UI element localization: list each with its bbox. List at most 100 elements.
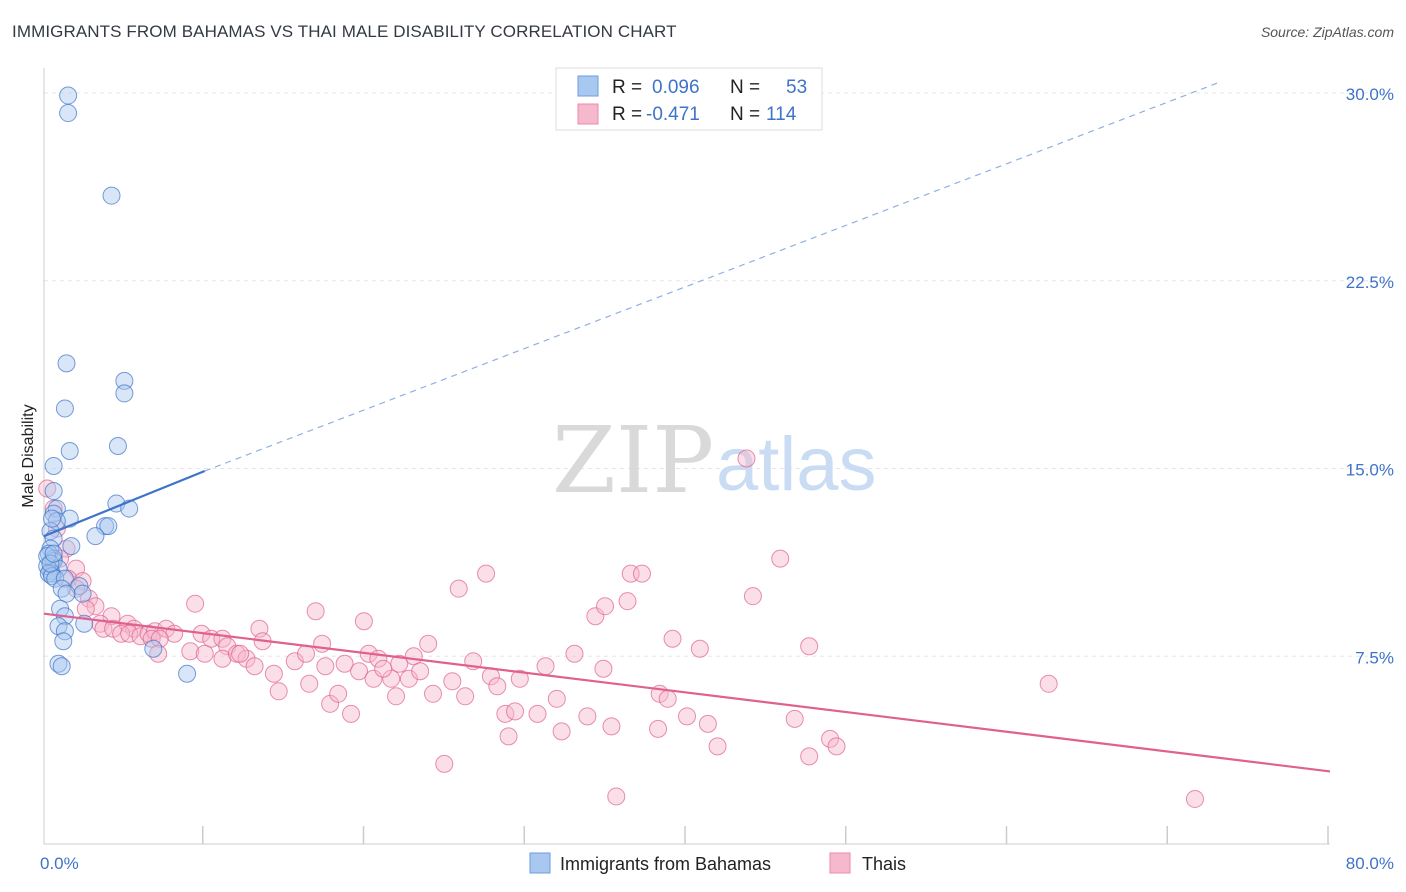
thais-point [181, 642, 200, 661]
thais-point [737, 449, 756, 468]
bahamas-point [52, 579, 71, 598]
thais-point [149, 644, 168, 663]
thais-point [443, 672, 462, 691]
thais-point [419, 634, 438, 653]
thais-point [387, 687, 406, 706]
thais-point [424, 684, 443, 703]
trend-lines [43, 82, 1331, 773]
thais-point [596, 597, 615, 616]
thais-point [618, 592, 637, 611]
thais-point [607, 787, 626, 806]
thais-point [477, 564, 496, 583]
thais-point [698, 714, 717, 733]
trend-line-thais [43, 612, 1331, 773]
watermark-zip: ZIP [552, 407, 714, 514]
thais-point [390, 654, 409, 673]
legend-swatch-thais [577, 103, 599, 125]
thais-point [342, 704, 361, 723]
bahamas-point [99, 517, 118, 536]
legend: R = 0.096 N = 53 R = -0.471 N = 114 [555, 67, 823, 131]
thais-point [269, 682, 288, 701]
bahamas-point [115, 371, 134, 390]
thais-point [399, 669, 418, 688]
thais-point [186, 594, 205, 613]
legend-swatch-bahamas [577, 75, 599, 97]
chart-title: IMMIGRANTS FROM BAHAMAS VS THAI MALE DIS… [12, 22, 677, 41]
thais-point [1185, 789, 1204, 808]
bottom-legend-swatch-thais [829, 852, 851, 874]
y-tick-label: 22.5% [1346, 273, 1394, 292]
bahamas-point [47, 512, 66, 531]
bottom-legend-swatch-bahamas [529, 852, 551, 874]
bahamas-point [52, 657, 71, 676]
bottom-legend-label-bahamas: Immigrants from Bahamas [560, 854, 771, 874]
bahamas-point [47, 499, 66, 518]
thais-point [708, 737, 727, 756]
legend-r-label-bahamas: R = [612, 77, 642, 98]
x-tick-label-max: 80.0% [1346, 854, 1394, 873]
thais-point [449, 579, 468, 598]
legend-n-value-thais: 114 [766, 104, 797, 125]
thais-point [821, 729, 840, 748]
thais-point [411, 662, 430, 681]
thais-point [510, 669, 529, 688]
x-axis-ticks [202, 826, 1329, 844]
bahamas-point [54, 632, 73, 651]
y-tick-label: 15.0% [1346, 461, 1394, 480]
thais-point [690, 639, 709, 658]
bahamas-point [108, 436, 127, 455]
bahamas-point [62, 537, 81, 556]
thais-point [285, 652, 304, 671]
trend-line-bahamas-extension [204, 82, 1218, 472]
y-tick-labels: 7.5% 15.0% 22.5% 30.0% [1346, 85, 1394, 667]
bahamas-point [59, 86, 78, 105]
thais-point [297, 644, 316, 663]
bahamas-point [49, 654, 68, 673]
thais-point [743, 587, 762, 606]
series-bahamas-points [38, 86, 197, 683]
series-thais-points [38, 449, 1204, 808]
bahamas-point [44, 482, 63, 501]
thais-point [316, 657, 335, 676]
thais-point [586, 607, 605, 626]
thais-point [505, 702, 524, 721]
y-tick-label: 30.0% [1346, 85, 1394, 104]
grid-lines [44, 92, 1394, 657]
thais-point [335, 654, 354, 673]
thais-point [306, 602, 325, 621]
bahamas-point [86, 527, 105, 546]
thais-point [76, 599, 95, 618]
thais-point [488, 677, 507, 696]
thais-point [150, 629, 169, 648]
legend-r-value-thais: -0.471 [646, 104, 700, 125]
x-tick-label-min: 0.0% [40, 854, 79, 873]
bahamas-point [41, 554, 60, 573]
legend-n-label-bahamas: N = [730, 77, 760, 98]
chart-source: Source: ZipAtlas.com [1260, 24, 1394, 40]
axes [43, 68, 1330, 845]
legend-n-label-thais: N = [730, 104, 760, 125]
bahamas-point [102, 186, 121, 205]
thais-point [350, 662, 369, 681]
thais-point [313, 634, 332, 653]
thais-point [771, 549, 790, 568]
thais-point [632, 564, 651, 583]
thais-point [1039, 674, 1058, 693]
thais-point [678, 707, 696, 726]
thais-point [552, 722, 571, 741]
bahamas-point [55, 569, 74, 588]
thais-point [300, 674, 319, 693]
thais-point [213, 649, 232, 668]
bahamas-point [144, 639, 163, 658]
thais-point [364, 669, 383, 688]
thais-point [499, 727, 518, 746]
legend-n-value-bahamas: 53 [786, 77, 807, 98]
thais-point [565, 644, 584, 663]
thais-point [374, 659, 393, 678]
bahamas-point [44, 544, 63, 563]
thais-point [594, 659, 613, 678]
bahamas-point [73, 584, 92, 603]
bahamas-point [57, 584, 76, 603]
bahamas-point [60, 441, 79, 460]
